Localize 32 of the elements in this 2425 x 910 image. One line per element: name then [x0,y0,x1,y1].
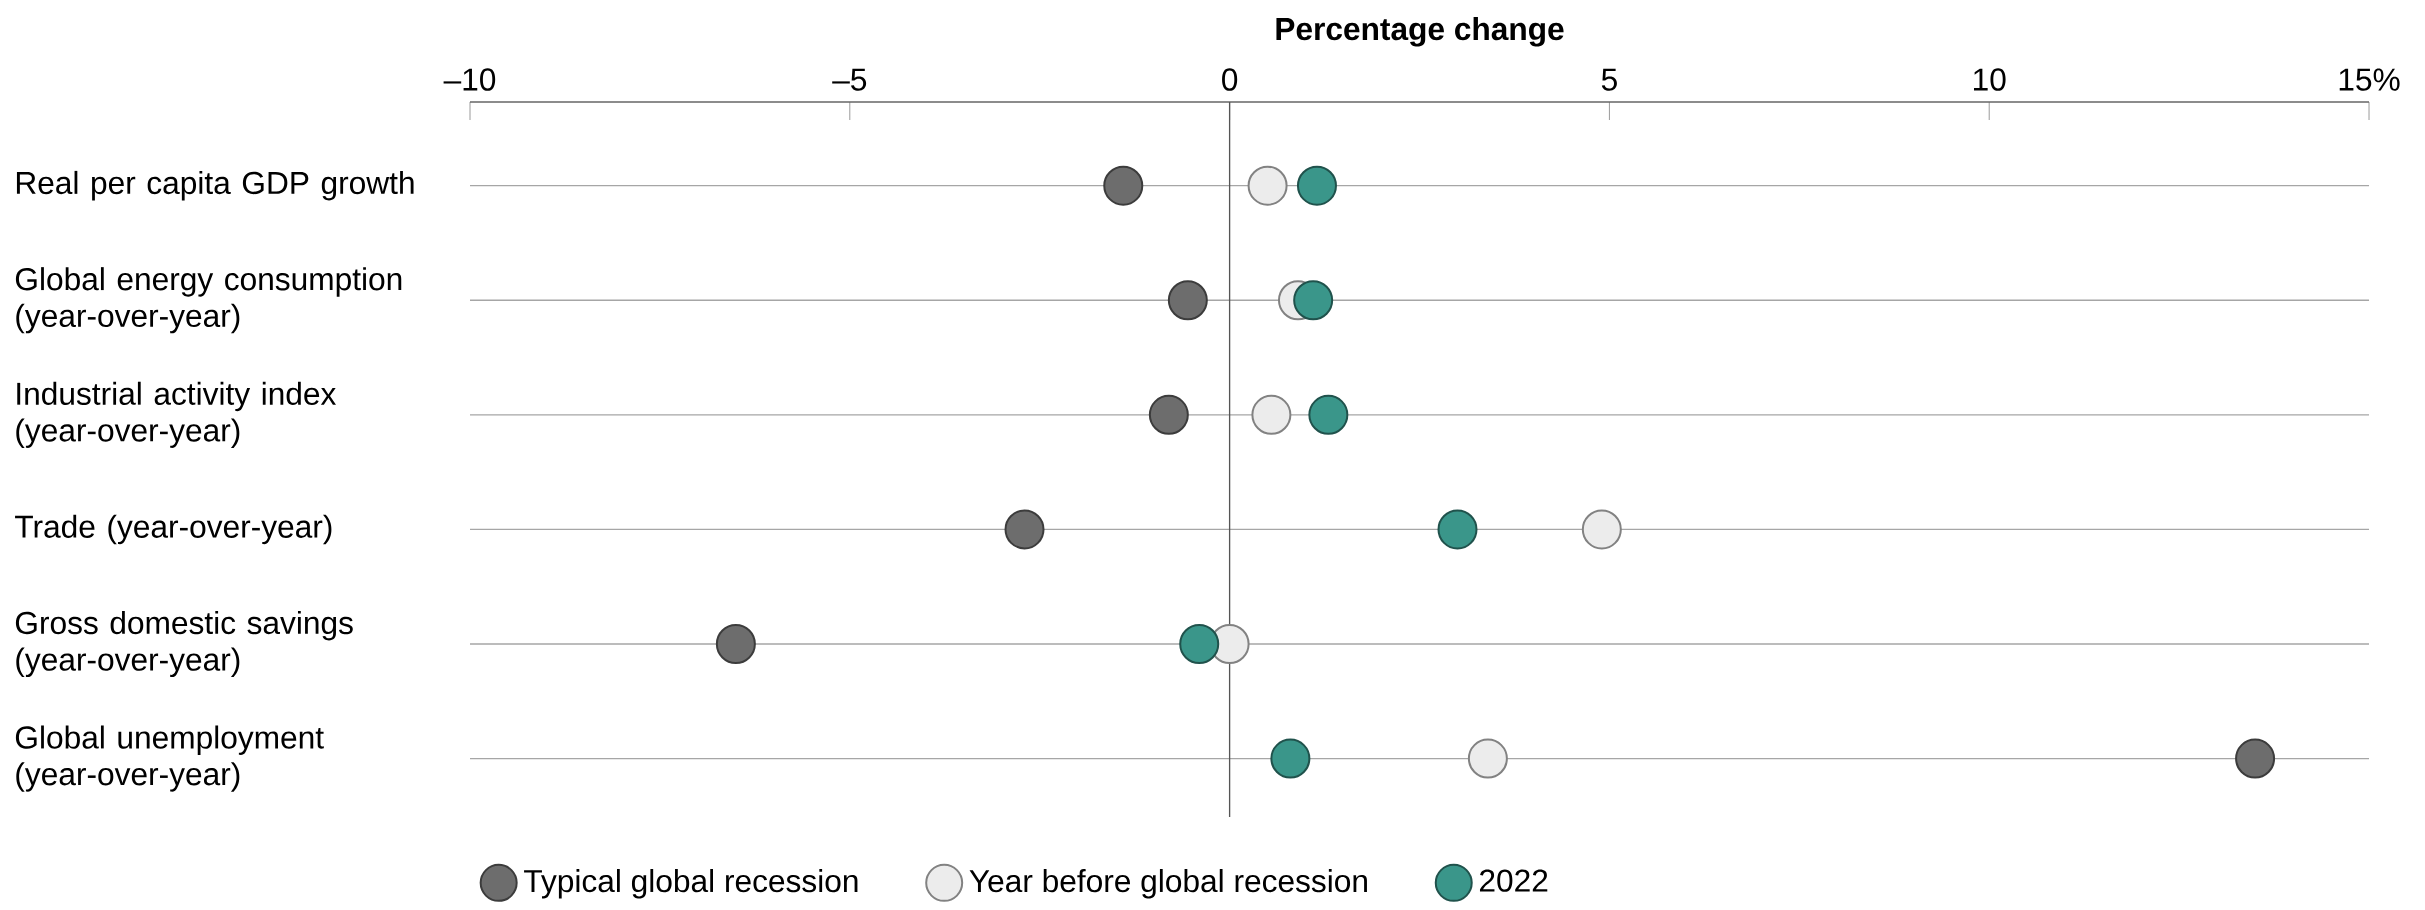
point [1296,165,1337,206]
point [1308,394,1349,435]
point [1581,509,1622,550]
y-tick-label: Gross domestic savings (year-over-year) [15,610,353,678]
point [1437,509,1478,550]
y-tick-label: Industrial activity index (year-over-year) [16,381,336,448]
x-tick-label: –5 [832,68,867,91]
y-tick-label: Real per capita GDP growth [16,170,414,201]
point [2235,738,2276,779]
point [1247,165,1288,206]
x-axis-title: Percentage change [1276,16,1564,47]
y-tick-label: Global energy consumption (year-over-year) [15,267,402,334]
point [1293,280,1334,321]
point [1270,738,1311,779]
point [1179,623,1220,664]
point [1167,280,1208,321]
y-tick-label: Global unemployment (year-over-year) [15,725,324,792]
x-tick-label: –10 [443,68,496,91]
legend-label: Typical global recession [524,868,858,899]
point [1103,165,1144,206]
x-tick-label: 5 [1601,68,1617,91]
x-tick-label: 0 [1222,68,1238,91]
point [1467,738,1508,779]
y-tick-label: Trade (year-over-year) [15,514,332,545]
point [1148,394,1189,435]
point [715,623,756,664]
x-tick-label: 15% [2339,68,2400,91]
point [1251,394,1292,435]
x-tick-label: 10 [1974,68,2006,91]
point [1004,509,1045,550]
legend-label: 2022 [1479,869,1548,892]
legend-label: Year before global recession [969,868,1367,899]
